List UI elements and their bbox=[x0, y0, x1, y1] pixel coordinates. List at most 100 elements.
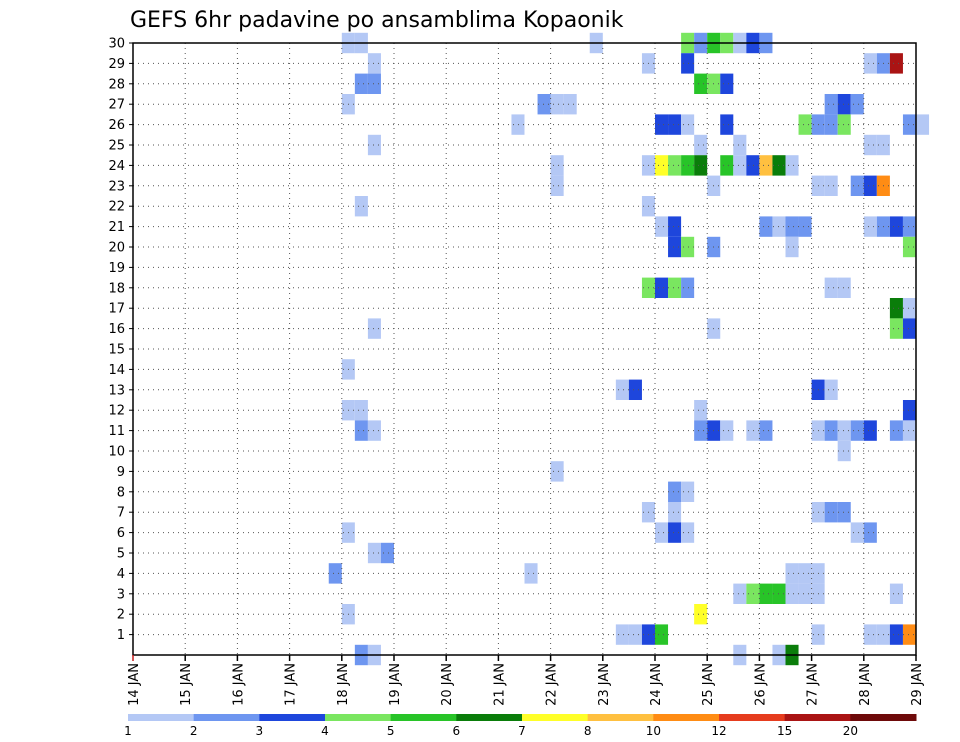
y-tick-label: 18 bbox=[108, 281, 125, 296]
heatmap-cell bbox=[837, 440, 851, 462]
heatmap-cell bbox=[837, 94, 851, 115]
heatmap-cell bbox=[798, 216, 812, 237]
heatmap-cell bbox=[550, 461, 564, 482]
chart-title: GEFS 6hr padavine po ansamblima Kopaonik bbox=[130, 8, 624, 33]
heatmap-cell bbox=[681, 114, 695, 135]
heatmap-cell bbox=[615, 379, 629, 400]
colorbar-legend: 1 2 3 4 5 6 7 8 10 12 15 20 bbox=[124, 714, 917, 738]
colorbar-label: 6 bbox=[453, 724, 461, 738]
heatmap-cell bbox=[785, 155, 799, 176]
heatmap-cell bbox=[863, 420, 877, 441]
heatmap-cell bbox=[668, 522, 682, 543]
heatmap-cell bbox=[850, 420, 864, 441]
heatmap-cell bbox=[367, 318, 381, 339]
heatmap-cell bbox=[668, 114, 682, 135]
y-tick-label: 26 bbox=[108, 118, 125, 133]
heatmap-cell bbox=[759, 155, 773, 176]
heatmap-cell bbox=[694, 420, 708, 441]
colorbar-segment bbox=[128, 714, 195, 721]
heatmap-cell bbox=[720, 73, 734, 94]
heatmap-cell bbox=[367, 73, 381, 94]
heatmap-cell bbox=[837, 502, 851, 523]
y-tick-label: 10 bbox=[108, 445, 125, 460]
colorbar-segment bbox=[193, 714, 260, 721]
y-tick-label: 5 bbox=[117, 547, 125, 562]
heatmap-cell bbox=[668, 155, 682, 176]
heatmap-cell bbox=[668, 216, 682, 237]
heatmap-cell bbox=[354, 420, 368, 441]
x-tick-label: 23 JAN bbox=[597, 663, 612, 706]
heatmap-cell bbox=[655, 624, 669, 645]
y-tick-label: 28 bbox=[108, 77, 125, 92]
heatmap-cell bbox=[681, 155, 695, 176]
heatmap-cell bbox=[850, 175, 864, 196]
heatmap-cell bbox=[524, 563, 538, 584]
y-tick-label: 11 bbox=[108, 424, 125, 439]
heatmap-cell bbox=[759, 420, 773, 441]
heatmap-cell bbox=[824, 114, 838, 135]
colorbar-label: 8 bbox=[584, 724, 592, 738]
heatmap-cell bbox=[824, 175, 838, 196]
heatmap-cell bbox=[550, 94, 564, 115]
x-tick-label: 26 JAN bbox=[753, 663, 768, 706]
colorbar-label: 10 bbox=[646, 724, 661, 738]
heatmap-cell bbox=[354, 400, 368, 421]
heatmap-cell bbox=[628, 379, 642, 400]
heatmap-cell bbox=[720, 420, 734, 441]
heatmap-cell bbox=[668, 481, 682, 502]
y-tick-label: 24 bbox=[108, 159, 125, 174]
heatmap-cell bbox=[655, 277, 669, 298]
heatmap-cell bbox=[824, 502, 838, 523]
heatmap-cell bbox=[798, 114, 812, 135]
heatmap-cell bbox=[863, 134, 877, 156]
x-axis-ticks: 14 JAN 15 JAN 16 JAN 17 JAN 18 JAN 19 JAN 20 J… bbox=[127, 655, 925, 706]
y-tick-label: 14 bbox=[108, 363, 125, 378]
heatmap-cell bbox=[863, 216, 877, 237]
heatmap-cell bbox=[367, 420, 381, 441]
colorbar-segment bbox=[719, 714, 786, 721]
heatmap-cell bbox=[733, 583, 747, 604]
y-tick-label: 16 bbox=[108, 322, 125, 337]
heatmap-cell bbox=[759, 216, 773, 237]
y-tick-label: 27 bbox=[108, 98, 125, 113]
heatmap-cell bbox=[733, 134, 747, 156]
colorbar-segment bbox=[784, 714, 851, 721]
heatmap-cell bbox=[655, 114, 669, 135]
heatmap-cell bbox=[902, 624, 916, 645]
colorbar-label: 3 bbox=[256, 724, 264, 738]
heatmap-cell bbox=[655, 216, 669, 237]
heatmap-cell bbox=[785, 563, 799, 584]
heatmap-cell bbox=[694, 604, 708, 625]
heatmap-cell bbox=[798, 583, 812, 604]
y-tick-label: 23 bbox=[108, 179, 125, 194]
heatmap-cell bbox=[563, 94, 577, 115]
heatmap-cell bbox=[863, 175, 877, 196]
heatmap-cell bbox=[328, 563, 342, 584]
heatmap-cell bbox=[889, 624, 903, 645]
y-tick-label: 15 bbox=[108, 343, 125, 358]
x-tick-label: 14 JAN bbox=[127, 663, 142, 706]
y-tick-label: 20 bbox=[108, 241, 125, 256]
heatmap-cell bbox=[681, 277, 695, 298]
x-tick-label: 16 JAN bbox=[231, 663, 246, 706]
y-tick-label: 21 bbox=[108, 220, 125, 235]
heatmap-cell bbox=[694, 73, 708, 94]
heatmap-cell bbox=[668, 277, 682, 298]
heatmap-cell bbox=[733, 155, 747, 176]
y-tick-label: 4 bbox=[117, 567, 125, 582]
heatmap-cell bbox=[720, 114, 734, 135]
y-tick-label: 9 bbox=[117, 465, 125, 480]
heatmap-cell bbox=[785, 216, 799, 237]
heatmap-cell bbox=[889, 420, 903, 441]
heatmap-cell bbox=[902, 114, 916, 135]
colorbar-segment bbox=[653, 714, 720, 721]
y-tick-label: 19 bbox=[108, 261, 125, 276]
x-tick-label: 15 JAN bbox=[179, 663, 194, 706]
colorbar-label: 2 bbox=[190, 724, 198, 738]
x-tick-label: 17 JAN bbox=[284, 663, 299, 706]
y-tick-label: 25 bbox=[108, 139, 125, 154]
heatmap-cell bbox=[681, 236, 695, 258]
heatmap-cell bbox=[824, 379, 838, 400]
x-tick-label: 24 JAN bbox=[649, 663, 664, 706]
heatmap-cell bbox=[537, 94, 551, 115]
